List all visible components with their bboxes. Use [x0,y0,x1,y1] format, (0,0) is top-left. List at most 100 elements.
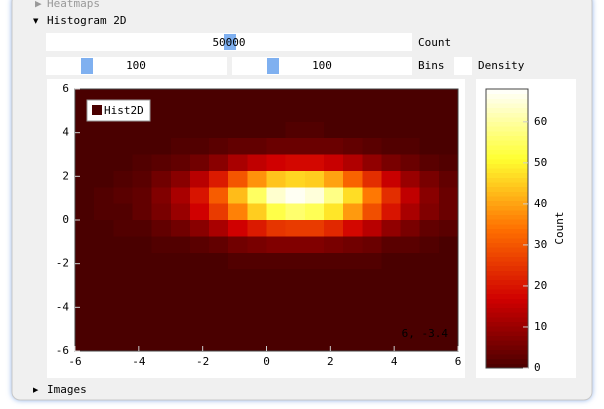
tree-node[interactable]: Histogram 2D [47,14,126,27]
colorbar-gradient [486,177,528,183]
heat-cell [151,121,172,139]
heat-cell [419,138,440,155]
heat-cell [343,236,363,254]
legend-box [86,99,151,122]
heat-cell [400,203,421,221]
heat-cell [228,154,248,172]
heat-cell [266,301,287,319]
heat-cell [323,285,344,303]
tree-node[interactable]: Heatmaps [47,0,100,10]
colorbar-border [485,88,529,369]
heat-cell [247,269,267,286]
heat-cell [285,154,306,172]
heat-cell [400,269,421,286]
colorbar-gradient [486,130,528,136]
colorbar-gradient [486,312,528,318]
slider-value: 100 [126,59,146,72]
heat-cell [323,121,344,139]
heat-cell [94,252,114,270]
heat-cell [362,252,382,270]
x-tick-label: 0 [263,355,270,368]
slider-label: Count [418,36,451,49]
y-tick-label: -2 [56,257,69,270]
heat-cell [228,170,248,188]
heat-cell [75,236,95,254]
tree-arrow: ▶ [35,0,42,10]
heat-cell [343,285,363,303]
heat-cell [94,220,114,237]
heat-cell [209,220,229,237]
y-tick-label: 2 [62,169,69,182]
heat-cell [170,236,191,254]
slider-grab[interactable] [224,34,236,50]
checkbox-label: Density [478,59,525,72]
heat-cell [343,138,363,155]
colorbar-tick-label: 60 [534,115,547,128]
colorbar-gradient [486,358,528,364]
heat-cell [362,138,382,155]
heat-cell [247,334,267,352]
x-tick-label: -4 [132,355,146,368]
colorbar-gradient [486,242,528,248]
heat-cell [323,138,344,155]
heat-cell [75,170,95,188]
colorbar-gradient [486,340,528,346]
slider-grab[interactable] [267,58,279,74]
y-tick-label: 4 [62,126,69,139]
colorbar-gradient [486,140,528,146]
heat-cell [400,334,421,352]
heat-cell [189,301,210,319]
heat-cell [151,269,172,286]
heat-cell [94,154,114,172]
heat-cell [419,187,440,205]
colorbar-gradient [486,237,528,243]
heat-cell [304,203,325,221]
heat-cell [132,334,153,352]
heat-cell [170,301,191,319]
colorbar-gradient [486,135,528,141]
colorbar-gradient [486,275,528,281]
heat-cell [304,236,325,254]
heat-cell [170,252,191,270]
heat-cell [362,154,382,172]
slider-grab[interactable] [81,58,93,74]
colorbar-gradient [486,182,528,188]
colorbar-gradient [486,302,528,309]
heat-cell [94,334,114,352]
heat-cell [247,301,267,319]
heat-cell [247,285,267,303]
heat-cell [362,334,382,352]
colorbar-gradient [486,168,528,174]
heat-cell [438,89,459,106]
heat-cell [323,334,344,352]
heat-cell [132,269,153,286]
heat-cell [419,236,440,254]
heat-cell [323,89,344,106]
heat-cell [362,285,382,303]
heat-cell [75,301,95,319]
heat-cell [304,252,325,270]
heat-cell [266,334,287,352]
heat-cell [400,121,421,139]
heat-cell [113,220,133,237]
colorbar-gradient [486,172,528,178]
legend-label: Hist2D [104,104,144,117]
heat-cell [151,105,172,123]
checkbox[interactable] [454,57,472,75]
tree-node[interactable]: Images [47,383,87,396]
heat-cell [438,220,459,237]
heat-cell [151,236,172,254]
colorbar-gradient [486,102,528,109]
heat-cell [228,220,248,237]
heat-cell [151,203,172,221]
heat-cell [151,170,172,188]
heat-cell [304,170,325,188]
heat-cell [304,121,325,139]
heat-cell [381,105,402,123]
heat-cell [189,138,210,155]
heat-cell [266,252,287,270]
heat-cell [323,170,344,188]
heat-cell [170,334,191,352]
colorbar-gradient [486,205,528,211]
colorbar-tick-label: 10 [534,320,547,333]
